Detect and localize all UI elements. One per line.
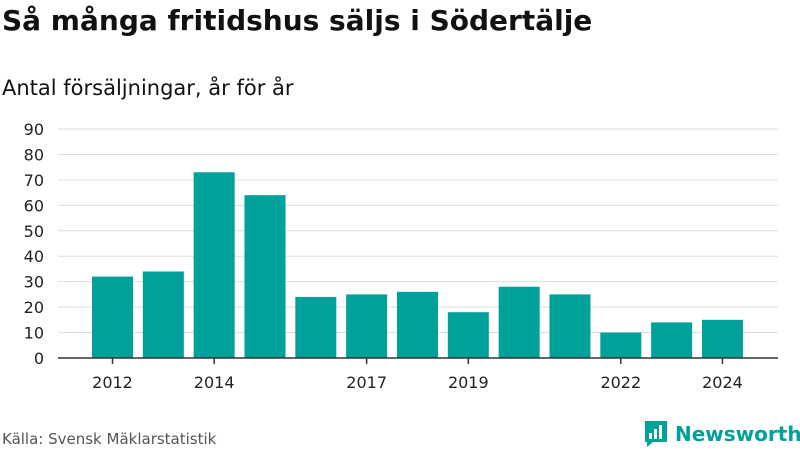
y-tick-label: 80 — [24, 145, 44, 164]
x-tick-label: 2017 — [346, 373, 387, 392]
y-tick-label: 90 — [24, 120, 44, 139]
bar — [549, 294, 591, 358]
bar — [244, 195, 286, 358]
bar — [447, 312, 489, 358]
y-tick-label: 20 — [24, 298, 44, 317]
y-tick-label: 70 — [24, 171, 44, 190]
y-tick-label: 0 — [34, 349, 44, 368]
y-tick-label: 30 — [24, 273, 44, 292]
bar — [142, 271, 184, 358]
y-tick-label: 60 — [24, 196, 44, 215]
bar — [701, 319, 743, 358]
bar — [92, 276, 133, 358]
y-tick-label: 10 — [24, 324, 44, 343]
bar — [498, 286, 540, 358]
x-tick-label: 2012 — [92, 373, 133, 392]
x-tick-label: 2022 — [600, 373, 641, 392]
y-tick-label: 50 — [24, 222, 44, 241]
bar — [193, 172, 235, 358]
y-tick-label: 40 — [24, 247, 44, 266]
bar — [600, 332, 642, 358]
source-note: Källa: Svensk Mäklarstatistik — [2, 430, 217, 448]
brand-name: Newsworthy — [675, 422, 800, 446]
bar — [651, 322, 693, 358]
bar — [295, 296, 337, 358]
newsworthy-logo[interactable]: Newsworthy — [643, 420, 800, 448]
bar — [346, 294, 388, 358]
chart-subtitle: Antal försäljningar, år för år — [2, 76, 294, 100]
newsworthy-logo-icon — [645, 421, 667, 447]
x-tick-label: 2024 — [702, 373, 743, 392]
bar — [396, 291, 438, 358]
chart-title: Så många fritidshus säljs i Södertälje — [2, 4, 593, 37]
x-tick-label: 2019 — [448, 373, 489, 392]
x-tick-label: 2014 — [194, 373, 235, 392]
